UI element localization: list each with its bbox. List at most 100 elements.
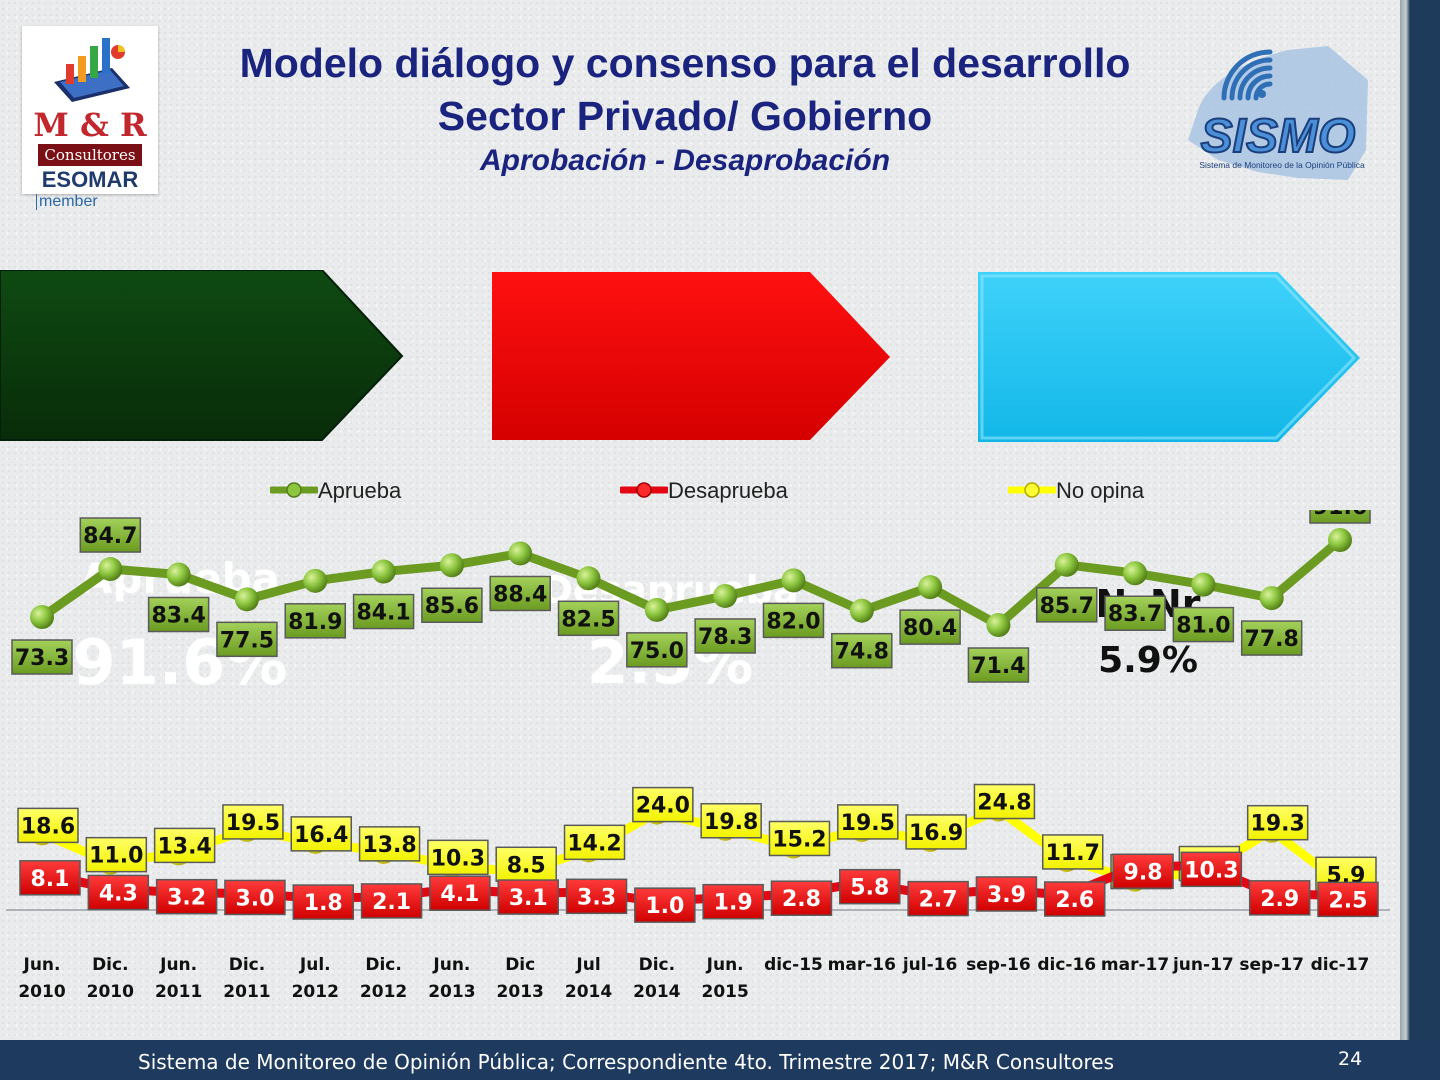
series-aprueba: 73.3 84.7 83.4 77.5 81.9 84.1 85.6 88.4 82.5 75.0… <box>11 510 1371 683</box>
legend-item-desaprueba: Desaprueba <box>618 476 820 504</box>
x-tick-label: Jun. 2015 <box>701 955 748 1002</box>
data-label-no-opina: 19.5 <box>222 804 284 840</box>
footer-bar <box>0 1040 1440 1080</box>
svg-text:81.0: 81.0 <box>1176 614 1230 639</box>
logo-brand: M & R <box>33 106 147 144</box>
data-label-aprueba: 71.4 <box>967 647 1030 683</box>
data-label-desaprueba: 4.3 <box>87 874 150 911</box>
svg-text:18.6: 18.6 <box>21 814 75 839</box>
logo-consultores: Consultores <box>38 144 142 166</box>
x-tick-label: dic-16 <box>1037 955 1096 975</box>
svg-text:84.7: 84.7 <box>83 524 137 549</box>
data-label-desaprueba: 1.8 <box>292 884 355 920</box>
data-label-no-opina: 15.2 <box>768 820 831 857</box>
mr-consultores-logo: M & R Consultores ESOMAR member <box>22 26 158 210</box>
data-label-desaprueba: 2.5 <box>1317 881 1379 918</box>
x-tick-label: jun-17 <box>1172 955 1234 975</box>
svg-text:16.4: 16.4 <box>294 823 348 848</box>
x-tick-label: Dic. 2010 <box>87 955 134 1002</box>
data-point-aprueba <box>713 583 738 608</box>
x-tick-label: jul-16 <box>902 955 957 975</box>
data-point-aprueba <box>303 568 328 593</box>
data-label-no-opina: 16.4 <box>290 816 353 852</box>
svg-text:14.2: 14.2 <box>567 831 621 856</box>
legend-label-desaprueba: Desaprueba <box>668 478 788 503</box>
legend-label-no-opina: No opina <box>1056 478 1145 503</box>
legend-marker-desaprueba <box>618 482 670 498</box>
desaprueba-summary-arrow: Desaprueba 2.5% <box>492 272 892 698</box>
data-label-aprueba: 75.0 <box>626 632 688 668</box>
svg-text:19.5: 19.5 <box>226 811 280 836</box>
svg-text:3.3: 3.3 <box>577 885 616 910</box>
svg-text:15.2: 15.2 <box>772 827 826 852</box>
x-tick-label: dic-15 <box>764 955 823 975</box>
sismo-logo-tagline: Sistema de Monitoreo de la Opinión Públi… <box>1199 160 1365 170</box>
data-point-aprueba <box>1054 552 1079 577</box>
data-label-aprueba: 80.4 <box>899 609 961 645</box>
page-number: 24 <box>1338 1048 1363 1070</box>
data-label-no-opina: 13.4 <box>153 827 216 864</box>
svg-text:2.7: 2.7 <box>919 888 958 913</box>
x-tick-label: sep-16 <box>966 955 1031 975</box>
data-point-aprueba <box>1328 528 1352 552</box>
data-label-desaprueba: 10.3 <box>1180 851 1243 888</box>
svg-text:4.1: 4.1 <box>440 882 479 907</box>
svg-text:73.3: 73.3 <box>15 646 69 671</box>
nsnr-summary-arrow: NsNr 5.9% <box>978 272 1363 681</box>
data-point-aprueba <box>918 575 943 600</box>
svg-text:11.7: 11.7 <box>1046 841 1100 866</box>
data-point-aprueba <box>576 566 601 591</box>
svg-text:85.7: 85.7 <box>1040 594 1094 619</box>
svg-text:83.7: 83.7 <box>1108 602 1162 627</box>
chart-logo-icon <box>54 38 130 102</box>
svg-text:8.1: 8.1 <box>31 867 70 892</box>
svg-text:19.5: 19.5 <box>841 811 895 836</box>
svg-text:83.4: 83.4 <box>151 604 205 629</box>
data-point-aprueba <box>1259 586 1284 611</box>
data-label-desaprueba: 8.1 <box>19 860 81 896</box>
svg-text:2.9: 2.9 <box>1260 887 1299 912</box>
sismo-logo-name: SISMO <box>1201 110 1356 163</box>
svg-text:77.5: 77.5 <box>220 628 274 653</box>
x-tick-label: dic-17 <box>1311 955 1370 975</box>
data-label-aprueba: 91.6 <box>1309 510 1371 524</box>
svg-text:80.4: 80.4 <box>903 616 957 641</box>
data-label-no-opina: 11.7 <box>1041 834 1104 870</box>
x-tick-label: Dic. 2012 <box>360 955 407 1002</box>
svg-text:75.0: 75.0 <box>630 639 684 664</box>
data-label-desaprueba: 3.3 <box>565 878 628 915</box>
data-label-aprueba: 81.0 <box>1172 606 1235 643</box>
svg-text:2.5: 2.5 <box>1329 888 1368 913</box>
data-label-desaprueba: 2.8 <box>770 880 833 916</box>
data-label-desaprueba: 2.1 <box>360 883 423 919</box>
data-point-aprueba <box>166 562 191 587</box>
data-point-aprueba <box>234 587 259 612</box>
data-label-desaprueba: 2.6 <box>1043 881 1106 917</box>
svg-text:85.6: 85.6 <box>425 594 479 619</box>
x-tick-label: Jul. 2012 <box>292 955 339 1002</box>
data-label-desaprueba: 3.9 <box>975 876 1038 912</box>
data-point-aprueba <box>849 598 874 623</box>
data-point-aprueba <box>1191 572 1216 597</box>
sismo-logo: SISMO Sistema de Monitoreo de la Opinión… <box>1188 46 1368 180</box>
svg-text:71.4: 71.4 <box>971 654 1025 679</box>
data-label-no-opina: 19.5 <box>837 804 899 840</box>
page-subtitle: Sector Privado/ Gobierno <box>437 93 933 139</box>
data-label-desaprueba: 2.7 <box>907 880 969 917</box>
svg-text:74.8: 74.8 <box>835 640 889 665</box>
data-label-no-opina: 8.5 <box>495 846 557 883</box>
svg-text:10.3: 10.3 <box>1184 858 1238 883</box>
svg-text:84.1: 84.1 <box>356 601 410 626</box>
data-label-aprueba: 73.3 <box>11 639 73 675</box>
data-point-aprueba <box>1123 561 1148 586</box>
svg-text:3.9: 3.9 <box>987 883 1026 908</box>
x-tick-label: mar-16 <box>828 955 896 975</box>
svg-text:4.3: 4.3 <box>99 881 138 906</box>
svg-text:16.9: 16.9 <box>909 821 963 846</box>
svg-text:19.3: 19.3 <box>1251 812 1305 837</box>
page-title: Modelo diálogo y consenso para el desarr… <box>239 40 1131 86</box>
series-desaprueba: 8.1 4.3 3.2 3.0 1.8 2.1 4.1 3.1 3.3 1.0 1.9 2.8 5.8 2… <box>19 851 1379 923</box>
data-label-aprueba: 82.0 <box>762 602 825 639</box>
svg-text:88.4: 88.4 <box>493 582 547 607</box>
data-label-no-opina: 19.8 <box>700 803 762 839</box>
